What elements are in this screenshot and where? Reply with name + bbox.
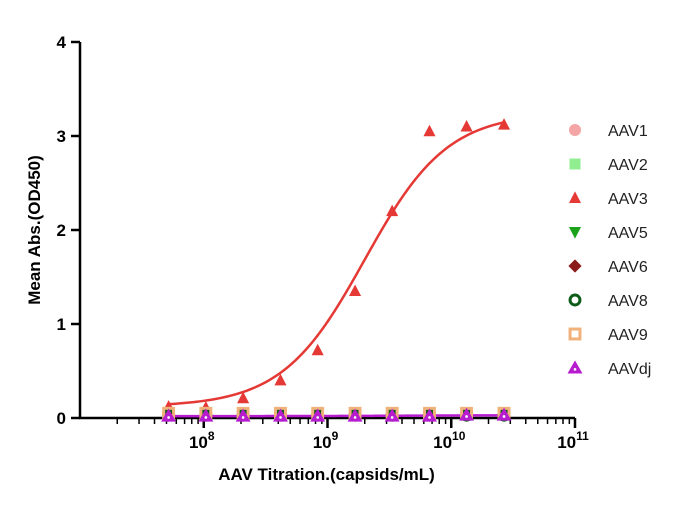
point-aavdj [384, 408, 400, 422]
y-tick-label: 3 [57, 127, 66, 146]
legend-label: AAV1 [608, 123, 648, 140]
legend-marker-aav9 [568, 327, 582, 341]
data-points [161, 118, 512, 422]
x-tick-base: 10 [189, 433, 208, 452]
x-axis-title: AAV Titration.(capsids/mL) [218, 465, 435, 484]
y-tick-label: 0 [57, 409, 66, 428]
x-tick-base: 10 [433, 433, 452, 452]
y-tick-label: 1 [57, 315, 66, 334]
legend-marker-aav8 [568, 293, 582, 307]
point-aavdj-center [316, 416, 319, 419]
legend-marker-aavdj-center [573, 368, 577, 371]
legend-item-aav5: AAV5 [568, 225, 648, 242]
point-aavdj-center [428, 416, 431, 419]
legend-item-aav8: AAV8 [568, 293, 648, 310]
point-aavdj-center [390, 416, 394, 419]
point-aavdj-center [279, 416, 282, 419]
legend-label: AAV3 [608, 191, 648, 208]
point-aavdj [310, 408, 326, 422]
legend-item-aav1: AAV1 [568, 123, 648, 140]
point-aavdj [198, 408, 214, 422]
point-aav3 [349, 284, 362, 297]
point-aavdj-center [167, 416, 170, 419]
point-aavdj [273, 408, 288, 422]
point-aavdj-center [241, 416, 245, 419]
legend-label: AAV6 [608, 259, 648, 276]
fit-curves [168, 121, 505, 418]
legend-marker-aav6 [568, 259, 582, 273]
legend-item-aav9: AAV9 [568, 327, 648, 344]
point-aavdj [459, 407, 475, 421]
legend-item-aav2: AAV2 [569, 157, 648, 174]
point-aav3 [497, 118, 511, 130]
point-aavdj-center [204, 416, 208, 419]
x-tick-exponent: 11 [576, 429, 589, 443]
legend-marker-aav5 [568, 227, 582, 239]
x-tick-exponent: 9 [332, 429, 339, 443]
fit-curve-aavdj [168, 414, 505, 418]
point-aavdj [422, 408, 437, 422]
legend-marker-aav3 [568, 191, 582, 203]
point-aavdj [235, 408, 251, 422]
fit-curve-aav3 [168, 121, 505, 406]
y-tick-label: 4 [57, 33, 67, 52]
point-aav3 [423, 124, 436, 137]
x-tick-base: 10 [557, 433, 576, 452]
legend-item-aavdj: AAVdj [567, 360, 651, 378]
point-aavdj [347, 408, 363, 422]
legend-label: AAV9 [608, 327, 648, 344]
legend-item-aav3: AAV3 [568, 191, 648, 208]
legend-label: AAV8 [608, 293, 648, 310]
x-tick-exponent: 10 [452, 429, 466, 443]
y-axis-title: Mean Abs.(OD450) [25, 155, 44, 305]
x-tick-label: 108 [189, 429, 215, 452]
point-aavdj [161, 408, 177, 422]
legend-marker-aavdj [567, 360, 583, 374]
x-tick-base: 10 [313, 433, 332, 452]
point-aav3 [311, 343, 324, 356]
x-tick-label: 109 [313, 429, 339, 452]
point-aavdj [496, 407, 512, 421]
x-tick-exponent: 8 [208, 429, 215, 443]
point-aav3 [460, 120, 473, 132]
x-tick-label: 1011 [557, 429, 589, 452]
x-tick-label: 1010 [433, 429, 466, 452]
y-tick-label: 2 [57, 221, 66, 240]
legend-item-aav6: AAV6 [568, 259, 648, 276]
legend-marker-aav2 [569, 158, 581, 170]
legend-label: AAV5 [608, 225, 648, 242]
legend-label: AAV2 [608, 157, 648, 174]
point-aavdj-center [353, 416, 357, 419]
point-aav3 [237, 391, 250, 404]
point-aavdj-center [465, 415, 468, 418]
point-aav3 [274, 373, 287, 386]
point-aavdj-center [502, 415, 506, 418]
legend-label: AAVdj [608, 361, 651, 378]
legend-marker-aav1 [568, 123, 582, 137]
point-aav3 [386, 204, 399, 217]
legend: AAV1 AAV2 AAV3 AAV5 AAV6 AAV8 AAV9 AAVdj [567, 123, 651, 378]
